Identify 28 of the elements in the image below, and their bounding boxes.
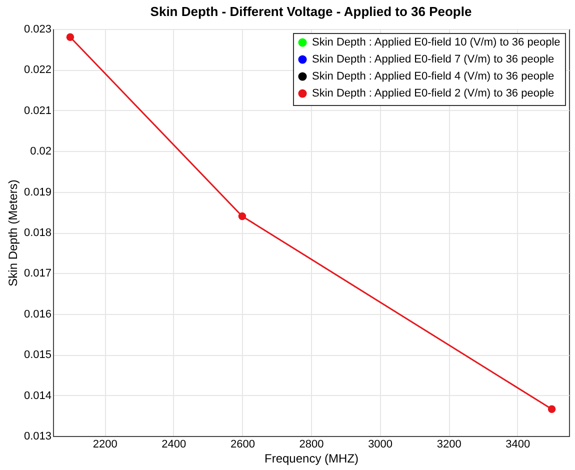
y-tick-label: 0.019 bbox=[24, 186, 52, 198]
y-axis-title: Skin Depth (Meters) bbox=[6, 180, 20, 286]
legend-label: Skin Depth : Applied E0-field 2 (V/m) to 36 people bbox=[312, 88, 554, 100]
y-tick-label: 0.018 bbox=[24, 227, 52, 239]
y-tick-label: 0.014 bbox=[24, 390, 52, 402]
y-tick-label: 0.022 bbox=[24, 64, 52, 76]
point bbox=[548, 405, 556, 414]
point bbox=[66, 33, 74, 42]
point bbox=[238, 212, 246, 220]
y-tick-label: 0.016 bbox=[24, 308, 52, 320]
y-tick-label: 0.02 bbox=[30, 146, 52, 158]
y-tick-label: 0.015 bbox=[24, 349, 52, 362]
y-tick-label: 0.021 bbox=[24, 104, 52, 117]
x-tick-label: 2600 bbox=[230, 438, 255, 450]
legend-label: Skin Depth : Applied E0-field 7 (V/m) to 36 people bbox=[312, 54, 554, 66]
legend-label: Skin Depth : Applied E0-field 10 (V/m) to 36 people bbox=[312, 36, 560, 48]
y-tick-label: 0.023 bbox=[24, 24, 52, 36]
x-tick-label: 2200 bbox=[92, 438, 118, 450]
x-axis-title: Frequency (MHZ) bbox=[264, 452, 359, 466]
chart-title: Skin Depth - Different Voltage - Applied to 36 People bbox=[150, 4, 472, 19]
x-tick-label: 3200 bbox=[436, 438, 462, 450]
x-tick-label: 2400 bbox=[162, 438, 186, 450]
legend-label: Skin Depth : Applied E0-field 4 (V/m) to 36 people bbox=[312, 70, 554, 82]
y-tick-label: 0.013 bbox=[24, 430, 52, 442]
x-tick-label: 3000 bbox=[368, 438, 393, 450]
y-tick-label: 0.017 bbox=[24, 268, 52, 280]
x-tick-label: 2800 bbox=[299, 438, 324, 450]
x-tick-label: 3400 bbox=[506, 438, 530, 450]
